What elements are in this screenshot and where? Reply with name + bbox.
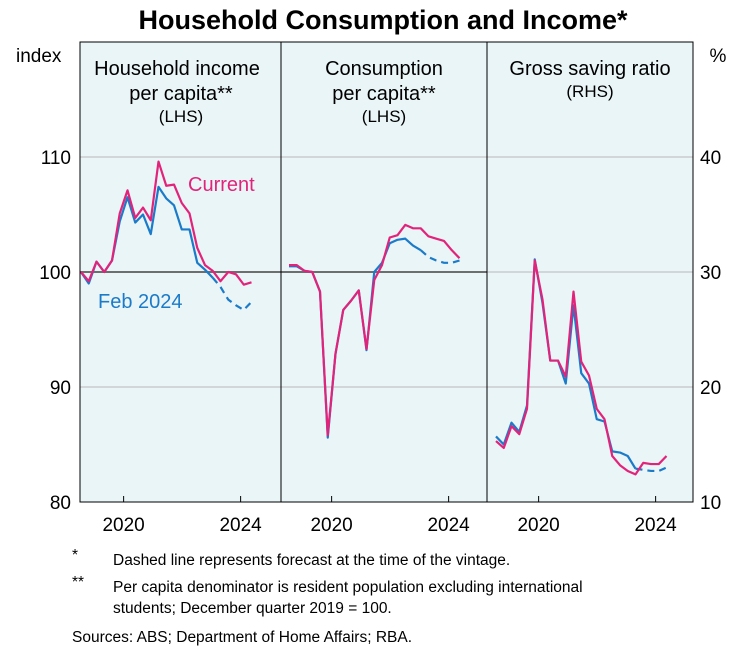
panel-title-line: per capita**	[129, 83, 233, 105]
left-axis-label: index	[16, 46, 62, 67]
chart-title: Household Consumption and Income*	[138, 5, 627, 35]
left-tick-label: 110	[41, 148, 71, 169]
label-current: Current	[188, 174, 255, 196]
footnote-text: Dashed line represents forecast at the t…	[113, 552, 510, 569]
right-tick-label: 30	[700, 263, 721, 284]
x-tick-label: 2024	[634, 515, 677, 536]
x-tick-label: 2024	[427, 515, 470, 536]
sources: Sources: ABS; Department of Home Affairs…	[72, 629, 412, 646]
right-tick-label: 10	[700, 493, 721, 514]
left-tick-label: 100	[39, 263, 71, 284]
panel-title-line: (LHS)	[159, 107, 203, 126]
panel-title-line: per capita**	[332, 83, 436, 105]
label-feb-2024: Feb 2024	[98, 291, 183, 313]
x-tick-label: 2024	[219, 515, 262, 536]
footnote-text: students; December quarter 2019 = 100.	[113, 600, 392, 617]
footnote-mark: **	[72, 574, 84, 591]
footnotes: * Dashed line represents forecast at the…	[72, 547, 583, 646]
panel-2-title: Consumption per capita** (LHS)	[325, 58, 443, 126]
right-tick-label: 40	[700, 148, 721, 169]
series-current-panel-1	[80, 160, 252, 286]
series-feb-2024-forecast-panel-2	[420, 249, 460, 264]
axis-ticks: 80 90 100 110 10 20 30 40 2020 2024 2020 2024 2020 20…	[39, 148, 721, 536]
panel-title-line: Gross saving ratio	[509, 58, 670, 80]
panel-3-title: Gross saving ratio (RHS)	[509, 58, 670, 101]
series-lines	[80, 160, 668, 476]
panel-title-line: Household income	[94, 58, 260, 80]
series-current-panel-2	[289, 223, 461, 437]
right-axis-label: %	[710, 46, 727, 67]
right-tick-label: 20	[700, 378, 721, 399]
gridlines	[80, 156, 693, 388]
x-tick-label: 2020	[102, 515, 144, 536]
panel-1-title: Household income per capita** (LHS)	[94, 58, 260, 126]
panel-title-line: (LHS)	[362, 107, 406, 126]
footnote-mark: *	[72, 547, 78, 564]
panel-title-line: (RHS)	[566, 82, 613, 101]
x-tick-label: 2020	[310, 515, 352, 536]
footnote-text: Per capita denominator is resident popul…	[113, 579, 583, 596]
left-tick-label: 80	[50, 493, 71, 514]
series-feb-2024-forecast-panel-3	[635, 466, 667, 473]
left-tick-label: 90	[50, 378, 71, 399]
series-current-panel-3	[495, 259, 668, 476]
panel-title-line: Consumption	[325, 58, 443, 80]
plot-frame	[79, 41, 694, 503]
x-tick-label: 2020	[517, 515, 559, 536]
